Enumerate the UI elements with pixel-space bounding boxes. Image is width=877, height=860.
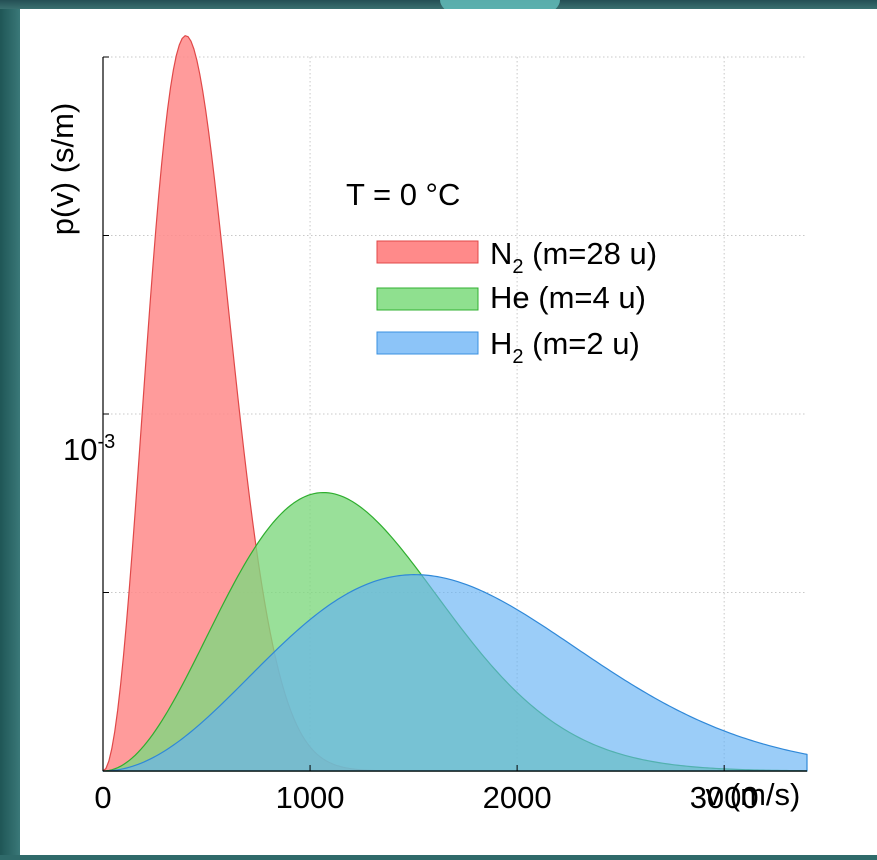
legend-entry: He (m=4 u) [376,280,646,315]
x-tick-label: 1000 [276,780,345,815]
legend-title: T = 0 °C [346,177,460,212]
legend-swatch-he [376,287,479,311]
series-area-h2 [102,574,808,772]
legend-label-h2: H2 (m=2 u) [490,326,640,368]
x-tick-label: 2000 [483,780,552,815]
legend-entry: N2 (m=28 u) [376,236,657,278]
x-axis-label: v (m/s) [706,777,801,812]
legend-swatch-n2 [376,240,479,264]
y-tick-label-exponent: 10-3 [63,431,115,467]
chart-panel: 0 1000 2000 3000 p(v) (s/m) v (m/s) 10-3 T … [20,9,877,855]
legend-label-n2: N2 (m=28 u) [490,236,657,278]
ticks [102,56,725,771]
legend-entry: H2 (m=2 u) [376,326,640,368]
legend: T = 0 °C N2 (m=28 u) He (m=4 u) H2 (m=2 … [346,177,657,368]
slide-top-border [0,0,877,9]
maxwell-boltzmann-chart: 0 1000 2000 3000 p(v) (s/m) v (m/s) 10-3 T … [45,35,808,815]
x-tick-label: 0 [94,780,111,815]
legend-swatch-h2 [376,331,479,355]
x-tick-label: 3000 [690,780,759,815]
series-layer [102,35,808,772]
tick-labels: 0 1000 2000 3000 [94,780,758,815]
slide-left-border [0,0,20,855]
y-axis-label: p(v) (s/m) [45,103,80,236]
legend-label-he: He (m=4 u) [490,280,646,315]
